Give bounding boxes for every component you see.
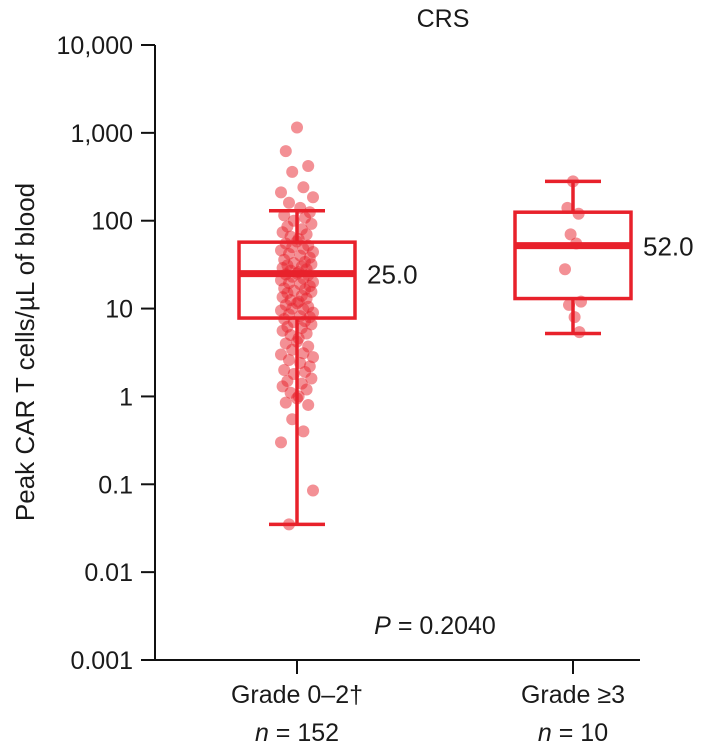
p-value-number: = 0.2040: [398, 612, 496, 640]
y-tick-label: 10,000: [57, 32, 133, 60]
n-value: = 10: [559, 719, 608, 747]
data-point: [307, 191, 319, 204]
group-n-label: n = 10: [538, 719, 608, 747]
data-point: [279, 396, 292, 409]
y-tick-label: 10: [105, 296, 133, 324]
n-symbol: n: [538, 719, 552, 747]
data-point: [300, 383, 313, 396]
chart-title: CRS: [417, 5, 470, 33]
data-point: [278, 363, 291, 376]
x-tick-label: Grade 0–2†: [231, 681, 363, 709]
data-point: [291, 121, 303, 134]
y-tick-label: 0.001: [70, 647, 133, 675]
box-groups: 25.0 Grade 0–2† n = 152 52.0 Grade ≥3 n = 10: [231, 121, 694, 747]
y-axis-ticks: 0.001 0.01 0.1 1 10 100 1,000 10,000: [57, 32, 155, 675]
data-point: [276, 380, 289, 393]
median-label: 25.0: [367, 260, 418, 290]
data-point: [286, 343, 299, 356]
iqr-box: [237, 240, 357, 320]
data-point: [283, 196, 295, 209]
data-point: [279, 145, 292, 158]
data-point: [305, 217, 318, 230]
data-point: [307, 484, 319, 497]
n-symbol: n: [255, 719, 269, 747]
n-value: = 152: [276, 719, 339, 747]
median-label: 52.0: [643, 232, 694, 262]
data-point: [302, 398, 315, 411]
data-point: [564, 228, 577, 241]
data-point: [559, 263, 571, 276]
iqr-box: [513, 210, 633, 301]
data-point: [302, 159, 315, 172]
box-group: 25.0 Grade 0–2† n = 152: [231, 121, 418, 747]
data-point: [307, 351, 319, 364]
data-point: [286, 413, 299, 426]
data-point: [275, 436, 287, 449]
data-point: [305, 372, 318, 385]
y-tick-label: 1,000: [70, 120, 133, 148]
box-group: 52.0 Grade ≥3 n = 10: [513, 175, 694, 747]
data-point: [275, 186, 287, 199]
y-tick-label: 1: [119, 383, 133, 411]
y-tick-label: 100: [91, 208, 133, 236]
data-point: [283, 353, 295, 366]
y-tick-label: 0.01: [84, 559, 133, 587]
data-point: [297, 347, 310, 360]
data-point: [297, 425, 310, 438]
x-tick-label: Grade ≥3: [521, 681, 625, 709]
data-point: [297, 181, 310, 194]
y-tick-label: 0.1: [98, 471, 133, 499]
data-point: [286, 165, 299, 178]
y-axis-label: Peak CAR T cells/µL of blood: [10, 183, 40, 521]
p-value-annotation: P = 0.2040: [374, 612, 496, 640]
data-point: [305, 318, 318, 331]
group-n-label: n = 152: [255, 719, 339, 747]
p-value-symbol: P: [374, 612, 391, 640]
